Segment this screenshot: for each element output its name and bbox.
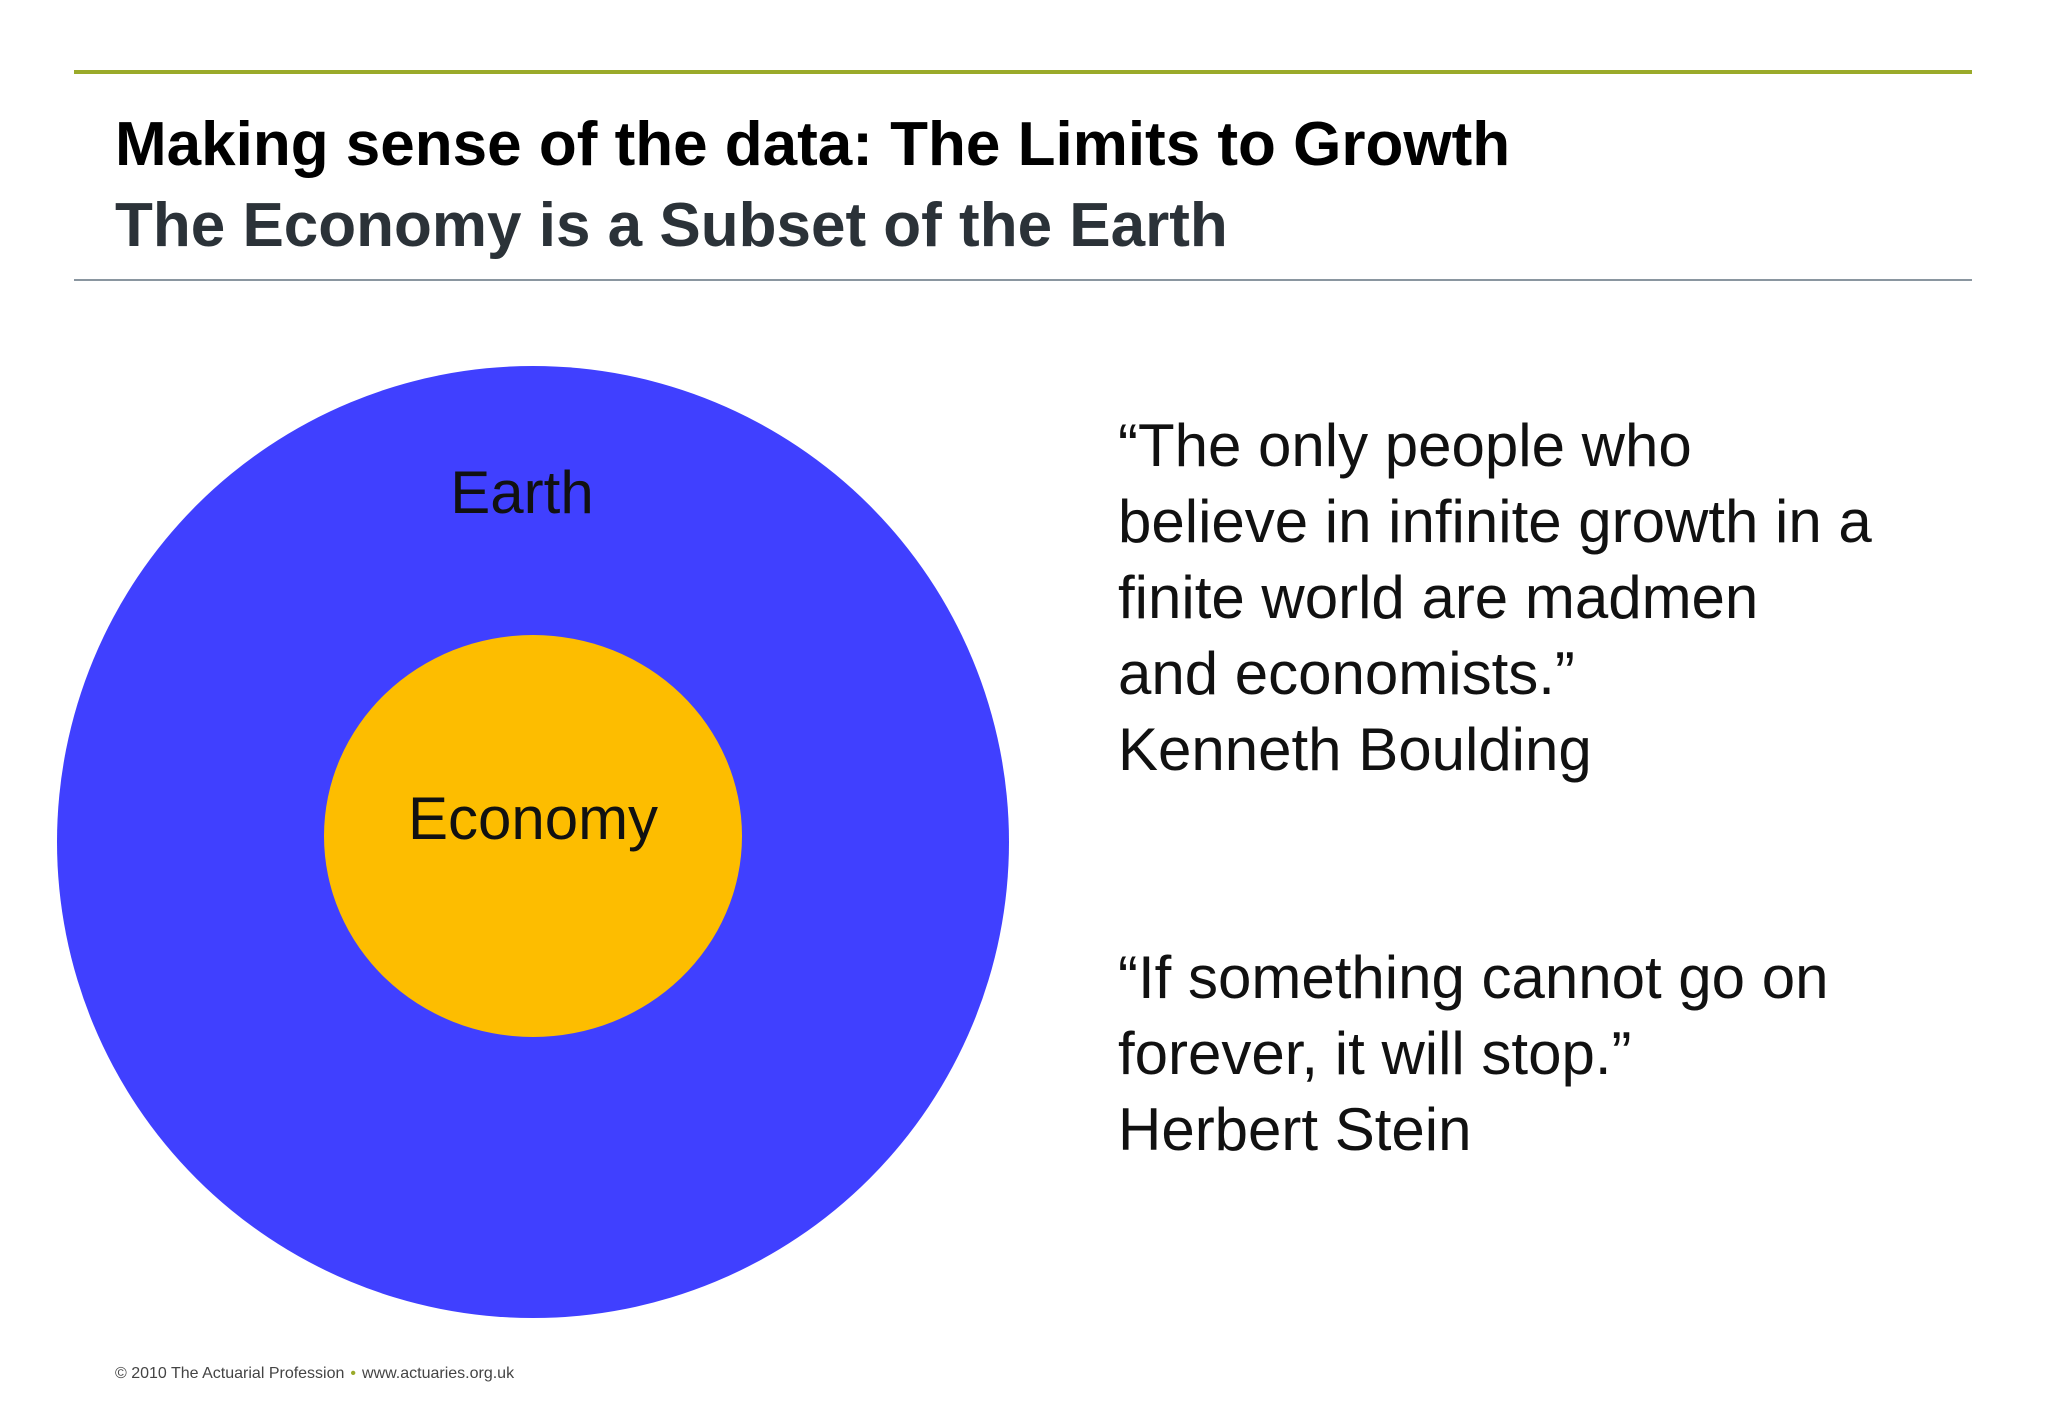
website: www.actuaries.org.uk [361, 1365, 515, 1382]
quote-line: finite world are madmen [1118, 564, 1758, 631]
quote-author: Kenneth Boulding [1118, 716, 1592, 783]
separator: • [350, 1365, 356, 1382]
quote-line: believe in infinite growth in a [1118, 488, 1872, 555]
earth-label: Earth [450, 459, 593, 526]
copyright: © 2010 The Actuarial Profession [115, 1365, 344, 1382]
economy-label: Economy [408, 785, 658, 852]
slide-title: Making sense of the data: The Limits to … [115, 110, 1510, 179]
economy-circle [324, 635, 742, 1037]
quote-line: forever, it will stop.” [1118, 1020, 1632, 1087]
quote-author: Herbert Stein [1118, 1096, 1472, 1163]
footer: © 2010 The Actuarial Profession • www.actu… [115, 1365, 515, 1382]
quote-line: “If something cannot go on [1118, 944, 1828, 1011]
quote-line: and economists.” [1118, 640, 1575, 707]
quote-line: “The only people who [1118, 412, 1692, 479]
slide-subtitle: The Economy is a Subset of the Earth [115, 191, 1228, 260]
quotes: “The only people who believe in infinite … [1118, 412, 1872, 1163]
